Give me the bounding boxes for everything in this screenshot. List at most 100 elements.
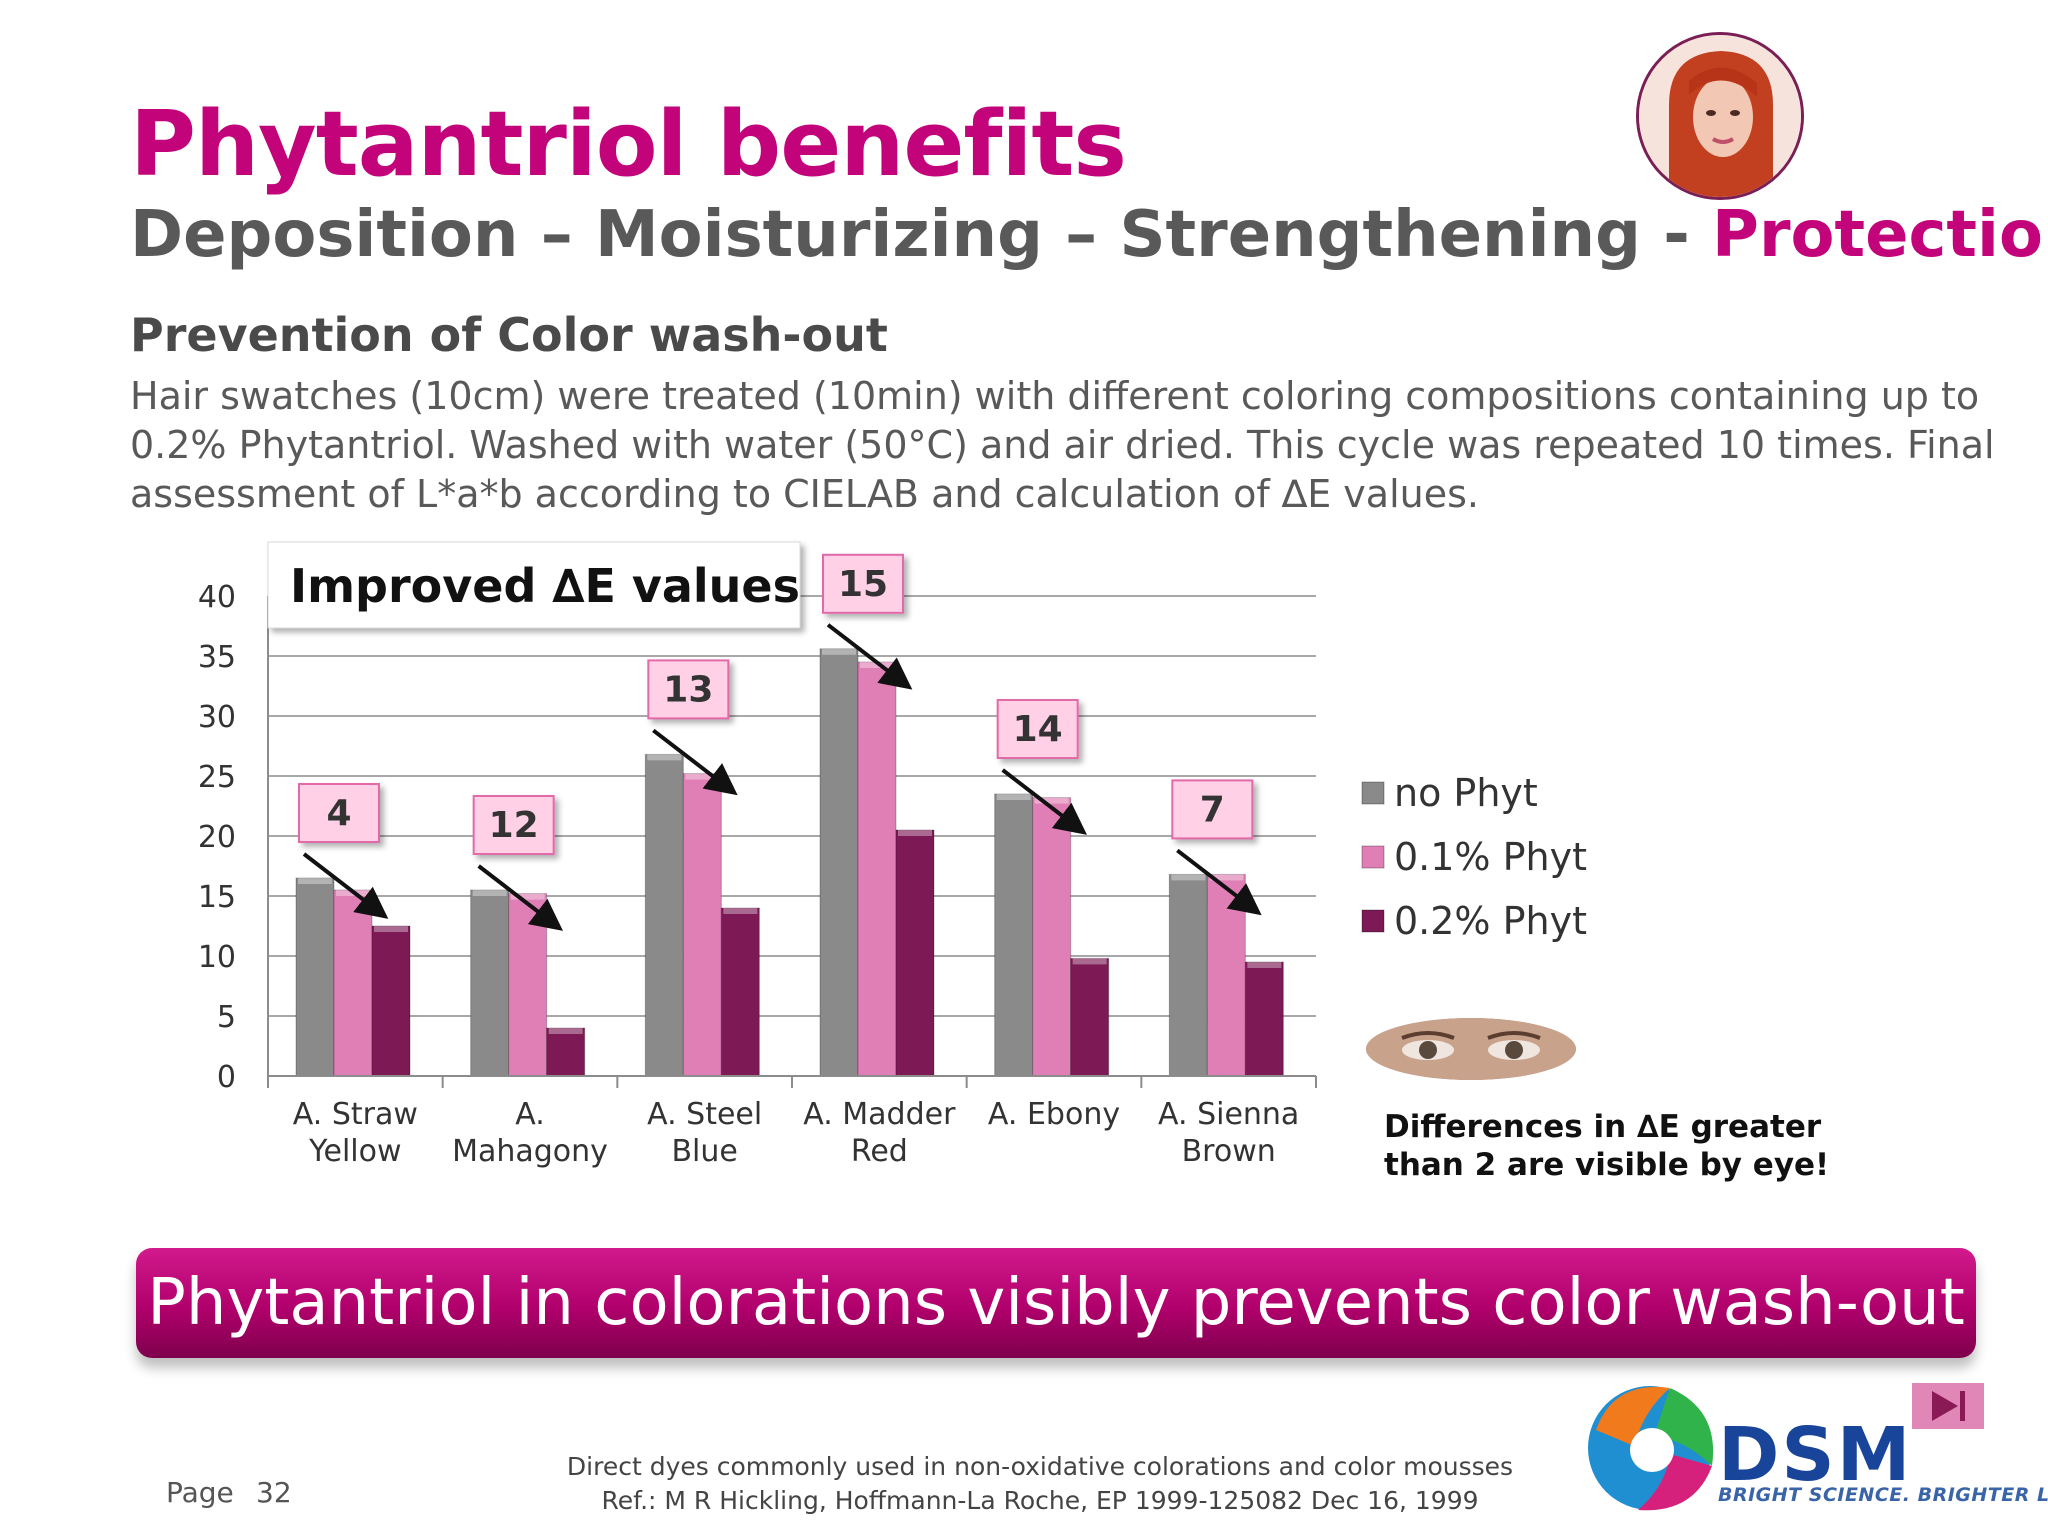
bar xyxy=(682,773,722,1077)
brand-tagline: BRIGHT SCIENCE. BRIGHTER LIVING. xyxy=(1718,1484,2048,1506)
reduction-arrow xyxy=(477,864,564,931)
x-tick-label: A. Ebony xyxy=(988,1097,1120,1132)
bar xyxy=(994,793,1034,1077)
y-tick-label: 0 xyxy=(217,1060,236,1095)
x-tick-label: A. Sienna xyxy=(1158,1097,1299,1132)
page-label: Page xyxy=(166,1476,234,1509)
x-tick-label: Red xyxy=(851,1134,908,1169)
delta-callout xyxy=(822,553,904,614)
bar xyxy=(720,907,760,1077)
bar xyxy=(1244,961,1284,1077)
bar xyxy=(1206,873,1246,1077)
bar-highlight xyxy=(1034,797,1069,804)
skip-forward-icon xyxy=(1932,1391,1965,1421)
page-number: 32 xyxy=(256,1476,292,1509)
y-tick-label: 40 xyxy=(198,580,236,615)
bar-highlight xyxy=(548,1028,583,1034)
legend-swatch xyxy=(1361,909,1385,933)
bar-highlight xyxy=(685,773,720,780)
delta-callout xyxy=(647,659,730,720)
chart-title-box xyxy=(267,541,801,629)
x-tick-label: A. xyxy=(515,1097,545,1132)
bar xyxy=(371,925,411,1077)
y-tick-label: 5 xyxy=(217,1000,236,1035)
bar-highlight xyxy=(723,908,758,914)
reduction-arrow xyxy=(652,728,738,796)
legend-label: 0.1% Phyt xyxy=(1394,835,1587,879)
delta-callout-label: 14 xyxy=(1013,709,1063,750)
bar-highlight xyxy=(996,794,1031,800)
bar-highlight xyxy=(298,878,332,884)
bar xyxy=(333,889,373,1077)
x-tick-label: Mahagony xyxy=(452,1134,608,1169)
note-line-1: Differences in ∆E greater xyxy=(1384,1109,1822,1145)
delta-callout-label: 7 xyxy=(1200,789,1225,830)
bar xyxy=(895,829,935,1077)
bar xyxy=(1168,873,1208,1077)
bar-highlight xyxy=(1209,874,1244,881)
bar-highlight xyxy=(472,890,507,896)
reference-line-2: Ref.: M R Hickling, Hoffmann-La Roche, E… xyxy=(601,1486,1479,1515)
subtitle-main: Deposition – Moisturizing – Strengthenin… xyxy=(130,198,1690,272)
legend-label: no Phyt xyxy=(1394,771,1538,815)
woman-portrait-image xyxy=(1636,32,1804,200)
bar-highlight xyxy=(510,893,545,900)
bar-highlight xyxy=(647,754,682,761)
delta-callout-label: 15 xyxy=(838,564,888,605)
delta-callout-label: 12 xyxy=(489,805,539,846)
delta-callout xyxy=(1171,779,1254,840)
delta-callout xyxy=(996,699,1079,759)
legend-label: 0.2% Phyt xyxy=(1394,899,1587,943)
bar xyxy=(857,661,897,1077)
y-tick-label: 25 xyxy=(198,760,236,795)
y-tick-label: 30 xyxy=(198,700,236,735)
bar-highlight xyxy=(1247,962,1282,968)
bar xyxy=(644,753,684,1077)
bar-highlight xyxy=(1171,874,1206,881)
next-slide-button[interactable] xyxy=(1912,1383,1984,1429)
chart-title: Improved ∆E values xyxy=(290,559,800,613)
x-tick-label: A. Madder xyxy=(803,1097,956,1132)
bar-highlight xyxy=(1072,958,1107,965)
visibility-note: Differences in ∆E greater than 2 are vis… xyxy=(1384,1108,1829,1184)
x-tick-label: Yellow xyxy=(308,1134,401,1169)
bar-highlight xyxy=(898,830,932,836)
bar-highlight xyxy=(374,926,408,932)
bar xyxy=(1032,797,1072,1077)
delta-callout xyxy=(298,783,380,843)
x-tick-label: A. Steel xyxy=(647,1097,762,1132)
legend-swatch xyxy=(1361,845,1385,869)
bar xyxy=(819,648,859,1077)
eyes-image xyxy=(1366,1018,1576,1080)
delta-callout-label: 13 xyxy=(663,669,713,710)
bar xyxy=(546,1027,586,1077)
reduction-arrow xyxy=(1176,848,1262,916)
y-tick-label: 20 xyxy=(198,820,236,855)
bar xyxy=(1070,957,1110,1077)
conclusion-banner: Phytantriol in colorations visibly preve… xyxy=(136,1248,1976,1358)
delta-callout xyxy=(472,795,555,855)
x-tick-label: Blue xyxy=(671,1134,737,1169)
reduction-arrow xyxy=(826,623,913,690)
x-tick-label: A. Straw xyxy=(293,1097,418,1132)
y-tick-label: 35 xyxy=(198,640,236,675)
section-heading: Prevention of Color wash-out xyxy=(130,308,888,362)
bar xyxy=(470,889,510,1077)
page-subtitle: Deposition – Moisturizing – Strengthenin… xyxy=(130,198,2048,272)
brand-name: DSM xyxy=(1718,1412,1913,1498)
dsm-logo-icon xyxy=(1574,1370,1726,1522)
note-line-2: than 2 are visible by eye! xyxy=(1384,1147,1830,1183)
bar xyxy=(295,877,335,1077)
y-tick-label: 15 xyxy=(198,880,236,915)
page-title: Phytantriol benefits xyxy=(130,92,1127,197)
legend-swatch xyxy=(1361,781,1385,805)
delta-callout-label: 4 xyxy=(326,793,351,834)
subtitle-accent: Protection xyxy=(1712,198,2048,272)
reference-line-1: Direct dyes commonly used in non-oxidati… xyxy=(566,1452,1514,1481)
reduction-arrow xyxy=(1001,768,1088,835)
section-description: Hair swatches (10cm) were treated (10min… xyxy=(130,374,1995,516)
reduction-arrow xyxy=(302,852,389,919)
y-tick-label: 10 xyxy=(198,940,236,975)
bar xyxy=(508,893,548,1077)
